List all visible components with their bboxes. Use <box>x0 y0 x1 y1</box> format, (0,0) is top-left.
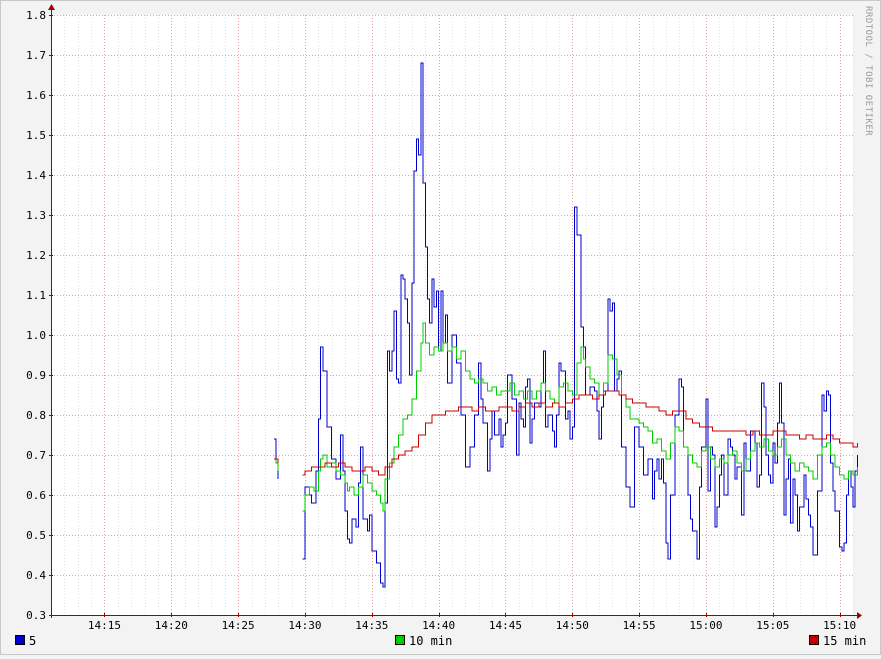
y-tick-label: 1.2 <box>26 249 46 262</box>
y-tick-label: 0.8 <box>26 409 46 422</box>
x-tick-labels: 14:15 14:20 14:25 14:30 14:35 14:40 14:45 14:50… <box>88 619 856 632</box>
y-tick-label: 0.4 <box>26 569 46 582</box>
x-tick-label: 14:30 <box>288 619 321 632</box>
x-tick-label: 15:10 <box>823 619 856 632</box>
x-tick-label: 15:05 <box>756 619 789 632</box>
y-tick-label: 0.7 <box>26 449 46 462</box>
grid-layer <box>51 15 854 616</box>
legend-label-2: 10 min <box>409 634 452 648</box>
x-tick-label: 14:55 <box>623 619 656 632</box>
legend: 5 10 min 15 min <box>15 634 866 648</box>
series-layer <box>273 62 858 588</box>
x-tick-label: 15:00 <box>689 619 722 632</box>
y-tick-labels: 0.3 0.4 0.5 0.6 0.7 0.8 0.9 1.0 1.1 1.2 1.3 1.4 1.5 1… <box>26 9 46 622</box>
series-line-3 <box>273 390 858 476</box>
legend-swatch-1 <box>15 635 25 645</box>
x-tick-label: 14:35 <box>355 619 388 632</box>
y-axis-arrow <box>48 4 55 10</box>
x-axis-arrow <box>857 612 862 619</box>
x-tick-label: 14:15 <box>88 619 121 632</box>
legend-label-1: 5 <box>29 634 36 648</box>
y-tick-label: 1.6 <box>26 89 46 102</box>
x-tick-label: 14:50 <box>556 619 589 632</box>
y-tick-label: 1.1 <box>26 289 46 302</box>
y-tick-label: 0.3 <box>26 609 46 622</box>
legend-swatch-3 <box>809 635 819 645</box>
y-tick-label: 1.5 <box>26 129 46 142</box>
y-tick-label: 1.8 <box>26 9 46 22</box>
legend-swatch-2 <box>395 635 405 645</box>
y-tick-label: 1.7 <box>26 49 46 62</box>
y-tick-label: 1.0 <box>26 329 46 342</box>
axis-layer <box>48 4 862 619</box>
watermark-text: RRDTOOL / TOBI OETIKER <box>863 6 873 136</box>
y-tick-label: 0.6 <box>26 489 46 502</box>
y-tick-label: 1.4 <box>26 169 46 182</box>
y-tick-label: 0.5 <box>26 529 46 542</box>
x-tick-label: 14:40 <box>422 619 455 632</box>
x-tick-label: 14:25 <box>222 619 255 632</box>
x-tick-label: 14:20 <box>155 619 188 632</box>
x-tick-label: 14:45 <box>489 619 522 632</box>
y-tick-label: 1.3 <box>26 209 46 222</box>
legend-label-3: 15 min <box>823 634 866 648</box>
y-tick-label: 0.9 <box>26 369 46 382</box>
